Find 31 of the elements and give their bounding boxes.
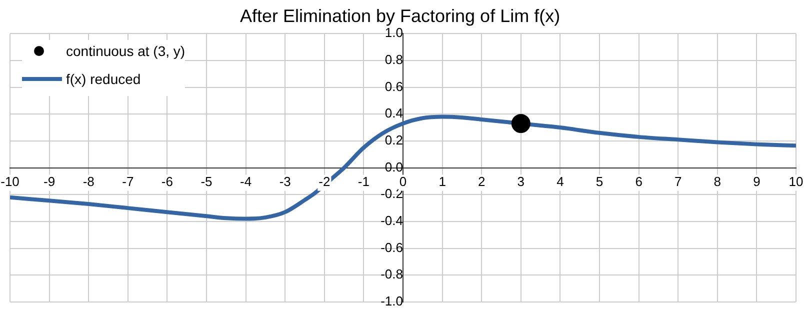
x-tick-label: -6 [161,174,173,189]
x-tick-label: 7 [674,174,682,189]
x-tick-label: -2 [318,174,330,189]
x-tick-label: -3 [279,174,291,189]
y-tick-label: -0.6 [380,240,403,255]
x-tick-label: 2 [478,174,486,189]
x-tick-label: -9 [44,174,56,189]
legend-label: continuous at (3, y) [66,43,186,59]
x-tick-label: 8 [714,174,722,189]
x-tick-label: 9 [753,174,760,189]
x-tick-label: 4 [556,174,564,189]
x-tick-label: -7 [122,174,134,189]
legend-label: f(x) reduced [66,71,141,87]
y-tick-label: 0.2 [384,132,403,148]
y-tick-label: -1.0 [380,294,403,309]
x-tick-label: -8 [82,174,94,189]
y-tick-label: 0.8 [384,52,403,68]
x-tick-label: -10 [0,174,20,189]
chart-title: After Elimination by Factoring of Lim f(x) [240,6,560,26]
x-tick-label: 10 [788,174,804,189]
x-tick-label: 3 [517,174,525,189]
y-tick-label: -0.8 [380,266,403,282]
y-tick-label: 1.0 [384,25,403,40]
x-tick-label: 0 [399,174,407,189]
x-tick-label: 6 [635,174,642,189]
x-tick-label: -4 [240,174,252,189]
x-tick-label: -5 [200,174,212,189]
x-tick-label: -1 [358,174,370,189]
x-tick-label: 5 [596,174,604,189]
y-tick-label: 0.6 [384,78,403,94]
x-tick-label: 1 [438,174,446,189]
